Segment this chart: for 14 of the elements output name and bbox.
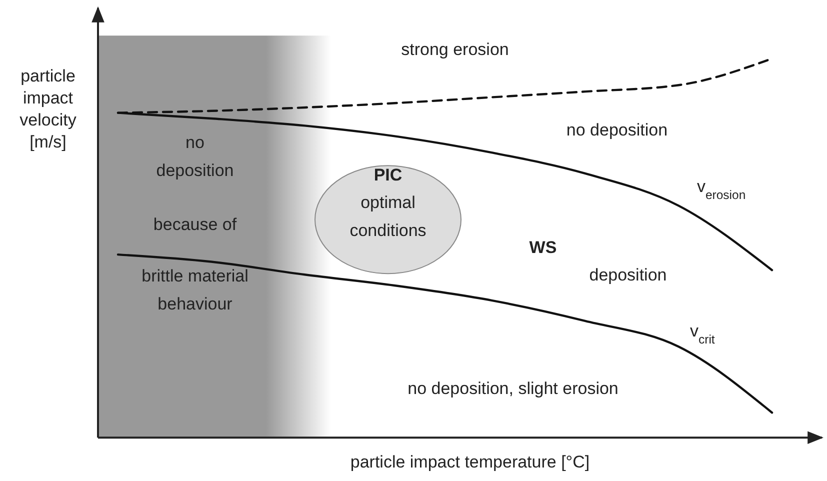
annotation: no deposition bbox=[156, 134, 234, 181]
annotation: brittle material behaviour bbox=[142, 267, 248, 314]
annotation: deposition bbox=[589, 266, 667, 286]
annotation: no deposition, slight erosion bbox=[408, 379, 618, 398]
annotation: no deposition bbox=[566, 120, 668, 140]
annotation: because of bbox=[153, 216, 237, 235]
annotation: WS bbox=[529, 238, 557, 258]
annotation: PIC bbox=[374, 166, 402, 185]
series-label: v$_{crit}$ bbox=[690, 321, 716, 346]
y-axis-title: particle impact velocity [m/s] bbox=[20, 66, 77, 152]
annotation: strong erosion bbox=[401, 40, 509, 60]
series-label: v$_{erosion}$ bbox=[697, 177, 746, 202]
annotation: optimal conditions bbox=[350, 193, 426, 240]
x-axis-title: particle impact temperature [°C] bbox=[350, 452, 590, 472]
